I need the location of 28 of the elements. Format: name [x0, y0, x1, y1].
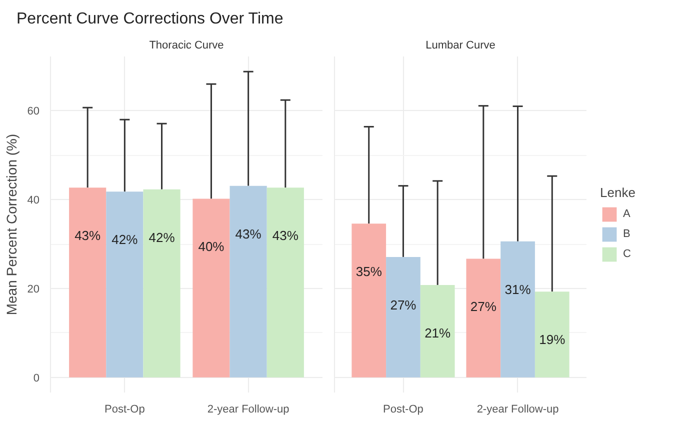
- data-label: 21%: [424, 325, 452, 340]
- y-tick-label: 40: [27, 194, 40, 207]
- chart-subtitle: Thoracic Curve: [149, 40, 224, 52]
- legend-label: A: [623, 208, 632, 220]
- y-tick-label: 20: [27, 284, 40, 296]
- chart-title: Percent Curve Corrections Over Time: [16, 10, 284, 28]
- y-tick-label: 0: [33, 372, 40, 384]
- data-label: 43%: [74, 228, 102, 244]
- legend-title: Lenke: [600, 185, 636, 200]
- x-tick-label: Post-Op: [104, 404, 145, 416]
- y-tick-label: 60: [27, 106, 40, 118]
- y-axis-title: Mean Percent Correction (%): [3, 134, 20, 316]
- legend-label: B: [623, 228, 632, 240]
- x-tick-label: 2-year Follow-up: [476, 404, 559, 416]
- data-label: 35%: [356, 264, 382, 280]
- data-label: 19%: [539, 332, 566, 348]
- data-label: 42%: [148, 230, 176, 245]
- data-label: 31%: [504, 282, 532, 297]
- chart-subtitle: Lumbar Curve: [426, 40, 496, 52]
- data-label: 40%: [198, 239, 225, 254]
- legend-label: C: [623, 248, 632, 260]
- data-label: 27%: [390, 297, 417, 312]
- x-tick-label: 2-year Follow-up: [207, 404, 290, 416]
- data-label: 27%: [470, 299, 497, 314]
- data-label: 42%: [112, 232, 138, 248]
- data-label: 43%: [272, 228, 299, 244]
- x-tick-label: Post-Op: [383, 404, 424, 416]
- data-label: 43%: [235, 226, 262, 242]
